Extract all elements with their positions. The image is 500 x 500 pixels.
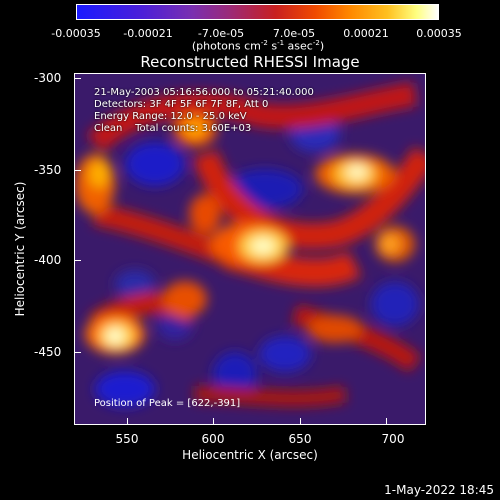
x-tick-label: 600 [201, 432, 225, 446]
bright-source [183, 119, 207, 139]
colorbar-tick-label: 7.0e-05 [272, 27, 316, 40]
y-axis-tick [74, 170, 81, 171]
x-tick-label: 650 [288, 432, 312, 446]
x-axis-tick [213, 418, 214, 425]
emission-ridge [194, 386, 347, 407]
clean-info: Clean Total counts: 3.60E+03 [94, 123, 252, 134]
peak-source [346, 164, 368, 180]
colorbar-tick-label: -7.0e-05 [197, 27, 245, 40]
peak-source [251, 238, 275, 254]
x-axis-tick [386, 418, 387, 425]
colorbar-tick-label: 0.00021 [343, 27, 389, 40]
bright-source [380, 234, 400, 254]
image-map [74, 73, 426, 425]
colorbar-tick-label: 0.00035 [416, 27, 462, 40]
emission-ridge [192, 146, 425, 249]
y-axis-label: Heliocentric Y (arcsec) [13, 181, 27, 317]
y-tick-label: -350 [34, 163, 62, 177]
y-tick-label: -400 [34, 253, 62, 267]
low-emission-region [213, 352, 257, 396]
peak-source [106, 328, 124, 344]
observation-time: 21-May-2003 05:16:56.000 to 05:21:40.000 [94, 87, 314, 98]
bright-source [89, 160, 109, 188]
x-axis-tick [300, 418, 301, 425]
emission-ridge [86, 82, 417, 153]
y-tick-label: -300 [34, 71, 62, 85]
y-axis-tick [74, 260, 81, 261]
y-tick-label: -450 [34, 345, 62, 359]
emission-blob [189, 194, 221, 234]
rhessi-image [75, 74, 425, 424]
colorbar-units: (photons cm-2 s-1 asec-2) [191, 39, 325, 53]
plot-title: Reconstructed RHESSI Image [140, 53, 360, 71]
emission-blob [163, 281, 207, 317]
low-emission-region [125, 142, 185, 186]
colorbar-tick-label: -0.00021 [123, 27, 173, 40]
low-emission-region [371, 282, 419, 326]
y-axis-tick [74, 352, 81, 353]
colorbar [76, 4, 439, 20]
x-axis-label: Heliocentric X (arcsec) [182, 448, 318, 462]
detectors-info: Detectors: 3F 4F 5F 6F 7F 8F, Att 0 [94, 99, 269, 110]
x-axis-tick [127, 418, 128, 425]
energy-range-info: Energy Range: 12.0 - 25.0 keV [94, 111, 247, 122]
x-tick-label: 700 [381, 432, 405, 446]
x-tick-label: 550 [115, 432, 139, 446]
y-axis-tick [74, 78, 81, 79]
plot-timestamp: 1-May-2022 18:45 [384, 483, 494, 497]
colorbar-tick-label: -0.00035 [51, 27, 101, 40]
peak-position: Position of Peak = [622,-391] [94, 398, 241, 409]
emission-blob [307, 315, 363, 343]
low-emission-region [95, 371, 155, 407]
low-emission-region [259, 336, 311, 372]
low-emission-region [115, 270, 155, 298]
